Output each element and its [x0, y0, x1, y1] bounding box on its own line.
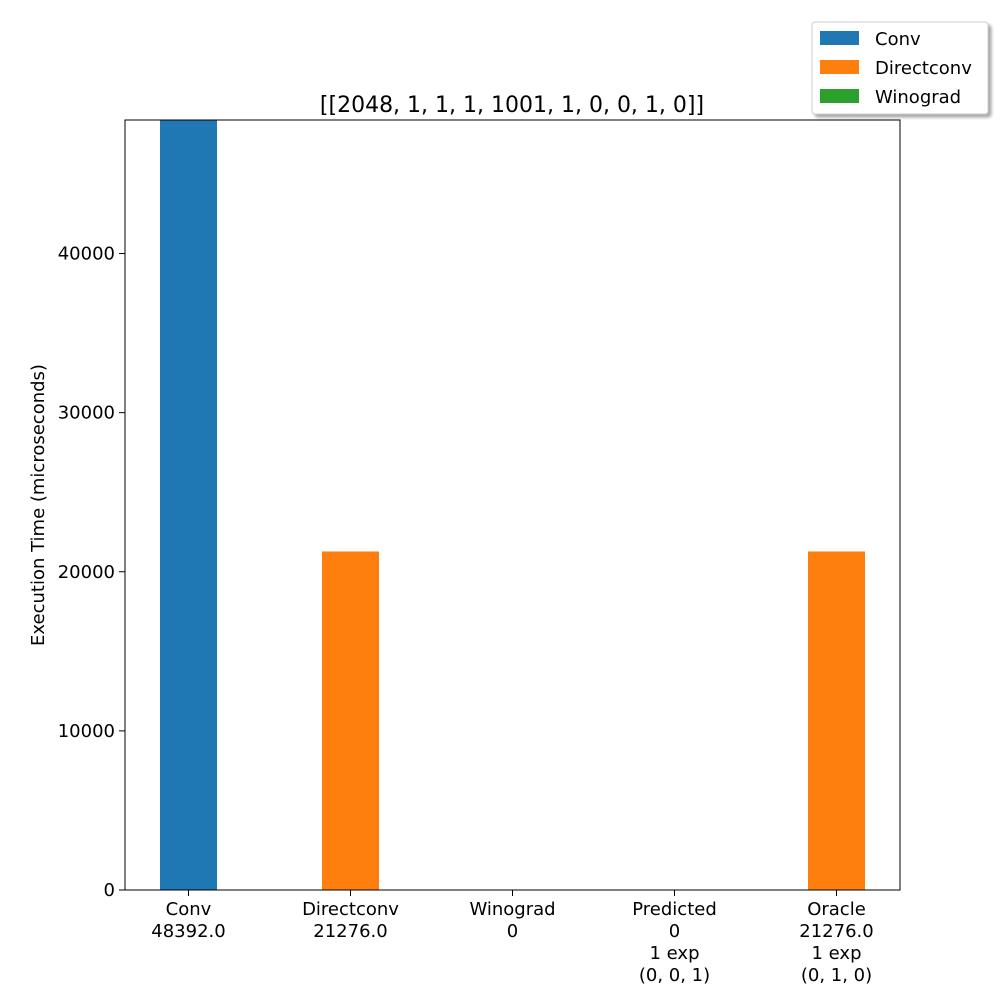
legend-label-conv: Conv [875, 29, 921, 50]
x-axis-ticks: Conv 48392.0 Directconv 21276.0 Winograd 0 Pre… [151, 890, 874, 986]
y-axis-ticks: 0 10000 20000 30000 40000 [58, 244, 125, 901]
y-axis-label: Execution Time (microseconds) [28, 364, 49, 646]
legend-label-winograd: Winograd [875, 87, 961, 108]
legend-swatch-directconv [820, 60, 859, 74]
bar-conv-0 [160, 120, 217, 890]
legend: Conv Directconv Winograd [811, 21, 989, 115]
bar-directconv-4 [808, 551, 865, 890]
bars-layer [160, 120, 865, 890]
y-tick-label: 30000 [58, 403, 115, 424]
plot-area-frame [124, 119, 901, 891]
legend-swatch-conv [820, 31, 859, 45]
bar-directconv-1 [322, 551, 379, 890]
x-tick-label: Winograd 0 [469, 899, 555, 942]
legend-entries: Conv Directconv Winograd [820, 29, 972, 108]
y-tick-label: 0 [104, 880, 115, 901]
legend-label-directconv: Directconv [875, 58, 972, 79]
x-tick-label: Oracle 21276.0 1 exp (0, 1, 0) [799, 899, 873, 986]
chart-title: [[2048, 1, 1, 1, 1001, 1, 0, 0, 1, 0]] [320, 93, 704, 118]
legend-swatch-winograd [820, 89, 859, 103]
y-tick-label: 40000 [58, 244, 115, 265]
y-tick-label: 10000 [58, 721, 115, 742]
x-tick-label: Directconv 21276.0 [302, 899, 399, 942]
x-tick-label: Conv 48392.0 [151, 899, 225, 942]
x-tick-label: Predicted 0 1 exp (0, 0, 1) [632, 899, 717, 986]
y-tick-label: 20000 [58, 562, 115, 583]
